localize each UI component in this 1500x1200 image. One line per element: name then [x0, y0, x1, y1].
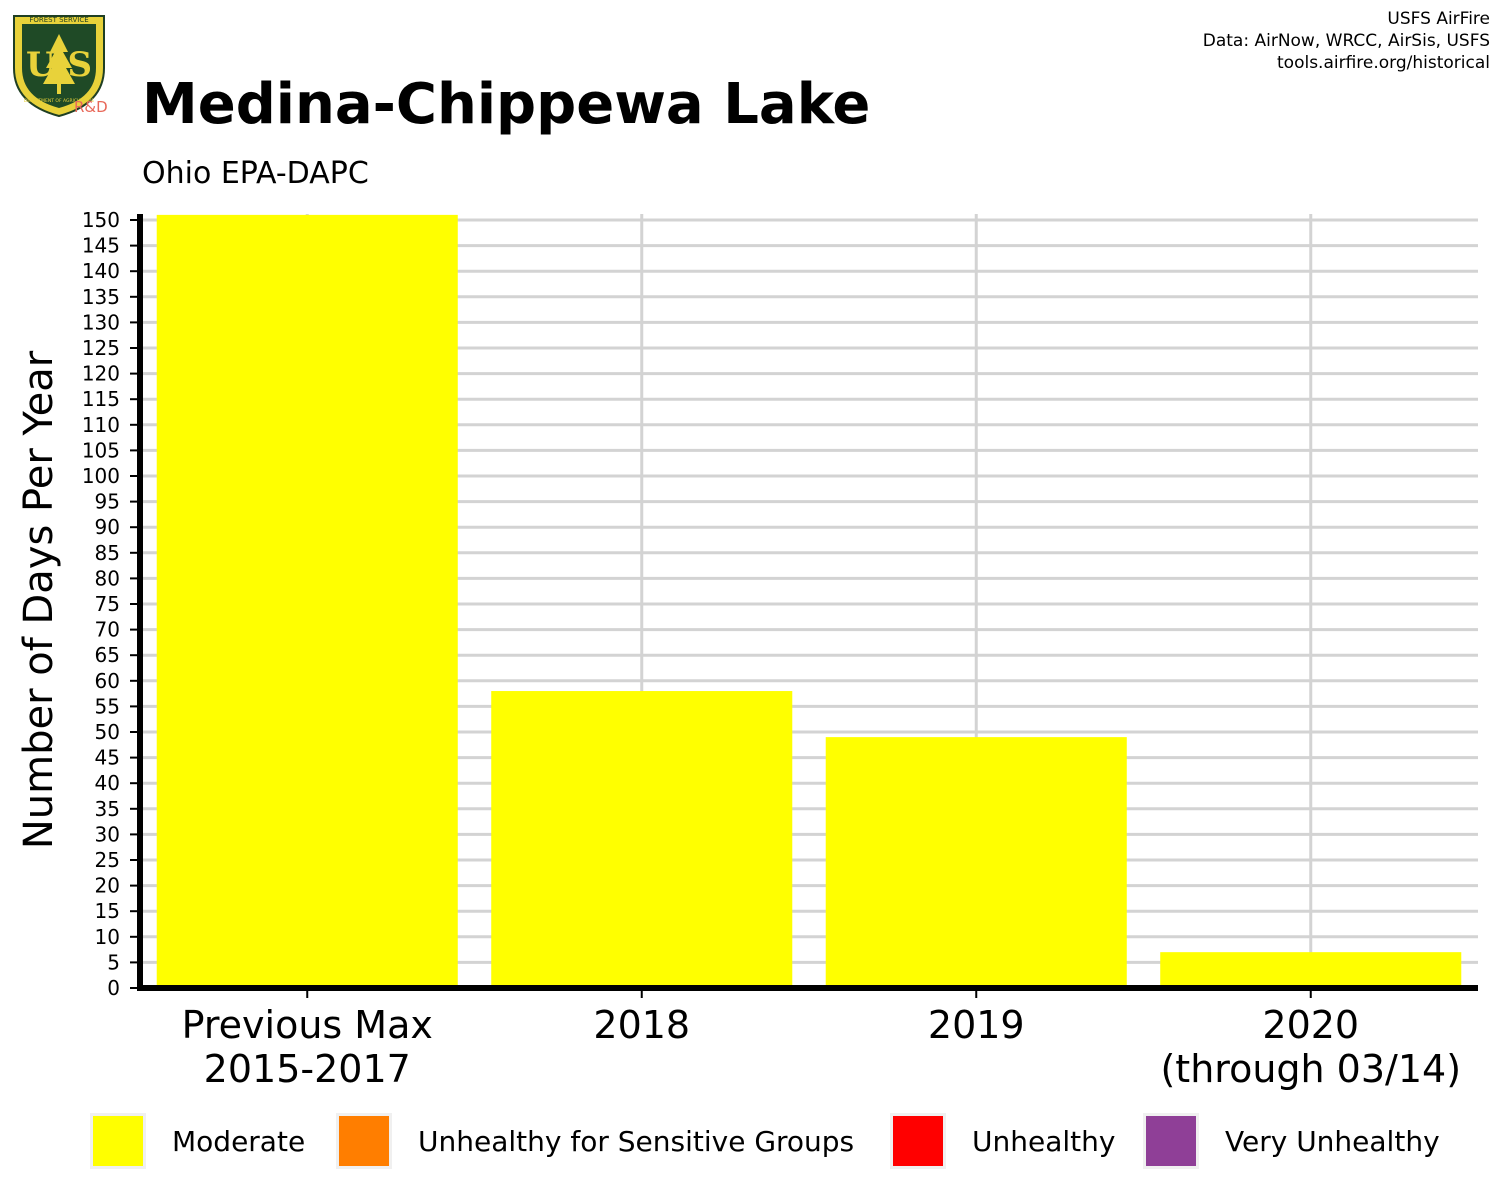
y-tick-label: 55 [95, 694, 120, 718]
bar [156, 214, 458, 988]
y-tick-label: 125 [82, 336, 120, 360]
y-tick-label: 75 [95, 592, 120, 616]
logo-ring-bottom: DEPARTMENT OF AGRICULTURE [24, 98, 95, 104]
legend-swatch [1143, 1113, 1199, 1169]
y-tick-label: 70 [95, 618, 120, 642]
chart-title: Medina-Chippewa Lake [142, 72, 871, 137]
x-tick-label: (through 03/14) [1160, 1047, 1461, 1091]
legend-swatch [90, 1113, 146, 1169]
y-tick-label: 115 [82, 387, 120, 411]
y-tick-label: 50 [95, 720, 120, 744]
legend-item: Very Unhealthy [1143, 1108, 1440, 1174]
legend-swatch [336, 1113, 392, 1169]
bar [1160, 952, 1462, 988]
y-tick-label: 15 [95, 899, 120, 923]
x-tick-label: 2019 [928, 1003, 1025, 1047]
usfs-logo: U S FOREST SERVICE DEPARTMENT OF AGRICUL… [13, 15, 105, 118]
legend-label: Very Unhealthy [1225, 1124, 1440, 1158]
y-tick-label: 120 [82, 362, 120, 386]
legend-label: Moderate [172, 1124, 306, 1158]
bar [825, 737, 1127, 988]
legend: Moderate Unhealthy for Sensitive Groups Un… [0, 1108, 1500, 1174]
legend-item: Unhealthy for Sensitive Groups [336, 1108, 854, 1174]
bar [491, 691, 793, 988]
y-tick-label: 45 [95, 746, 120, 770]
y-tick-label: 130 [82, 310, 120, 334]
y-tick-label: 65 [95, 643, 120, 667]
legend-item: Unhealthy [890, 1108, 1115, 1174]
y-tick-label: 110 [82, 413, 120, 437]
y-tick-label: 35 [95, 797, 120, 821]
legend-item: Moderate [90, 1108, 305, 1174]
y-tick-label: 5 [107, 950, 120, 974]
logo-letters: U S [26, 45, 92, 85]
y-tick-label: 20 [95, 874, 120, 898]
credit-line: tools.airfire.org/historical [1277, 53, 1490, 73]
legend-label: Unhealthy [972, 1124, 1116, 1158]
y-tick-label: 90 [95, 515, 120, 539]
credit-line: Data: AirNow, WRCC, AirSis, USFS [1202, 31, 1490, 51]
logo-suffix: R&D [74, 98, 108, 116]
y-tick-label: 80 [95, 566, 120, 590]
legend-swatch [890, 1113, 946, 1169]
y-tick-label: 145 [82, 234, 120, 258]
y-tick-label: 60 [95, 669, 120, 693]
y-tick-label: 25 [95, 848, 120, 872]
chart-subtitle: Ohio EPA-DAPC [142, 156, 369, 191]
y-tick-label: 150 [82, 208, 120, 232]
y-tick-label: 0 [107, 976, 120, 1000]
y-tick-label: 135 [82, 285, 120, 309]
y-tick-label: 95 [95, 490, 120, 514]
y-tick-label: 140 [82, 259, 120, 283]
x-tick-label: 2018 [593, 1003, 690, 1047]
credits: USFS AirFire Data: AirNow, WRCC, AirSis,… [1203, 8, 1490, 74]
logo-ring-top: FOREST SERVICE [29, 16, 88, 24]
y-tick-label: 10 [95, 925, 120, 949]
y-axis-label: Number of Days Per Year [16, 350, 62, 849]
x-tick-label: 2015-2017 [204, 1047, 411, 1091]
y-tick-label: 100 [82, 464, 120, 488]
y-tick-label: 105 [82, 438, 120, 462]
x-tick-label: 2020 [1262, 1003, 1359, 1047]
y-tick-label: 30 [95, 822, 120, 846]
y-tick-label: 85 [95, 541, 120, 565]
credit-line: USFS AirFire [1387, 9, 1490, 29]
legend-label: Unhealthy for Sensitive Groups [418, 1124, 855, 1158]
x-tick-label: Previous Max [182, 1003, 433, 1047]
y-tick-label: 40 [95, 771, 120, 795]
